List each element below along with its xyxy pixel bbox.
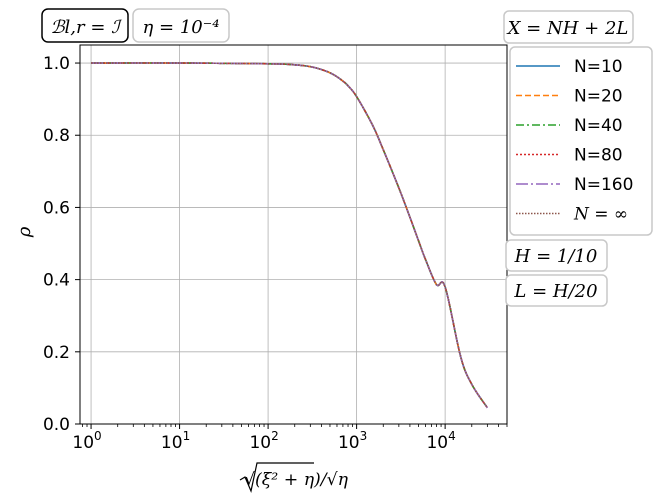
annotation-eta-text: η = 10⁻⁴ xyxy=(143,17,220,38)
series-line-4 xyxy=(91,62,489,409)
annotation-l: L = H/20 xyxy=(505,274,608,307)
series-line-6 xyxy=(91,62,489,409)
y-tick-label: 1.0 xyxy=(43,54,70,74)
series-line-1 xyxy=(91,62,489,409)
x-tick-label: 103 xyxy=(338,429,367,453)
grid-lines xyxy=(80,45,507,425)
series-line-3 xyxy=(91,62,489,409)
y-axis-label: ρ xyxy=(14,226,35,238)
series-lines xyxy=(91,62,489,409)
y-tick-label: 0.6 xyxy=(43,198,70,218)
y-tick-label: 0.4 xyxy=(43,271,70,291)
legend-label: N=160 xyxy=(574,175,633,195)
annotation-h-text: H = 1/10 xyxy=(514,246,598,267)
annotation-boundary-text: ℬl,r = ℐ xyxy=(50,17,123,38)
x-axis-label-text: √(ξ² + η)/√η xyxy=(244,470,349,490)
y-tick-label: 0.0 xyxy=(43,415,70,435)
x-tick-label: 100 xyxy=(72,429,101,453)
legend-label: N=10 xyxy=(574,57,623,77)
x-tick-label: 101 xyxy=(161,429,190,453)
x-axis-label: √(ξ² + η)/√η xyxy=(239,462,349,493)
y-tick-label: 0.8 xyxy=(43,126,70,146)
y-tick-label: 0.2 xyxy=(43,343,70,363)
legend-title: X = NH + 2L xyxy=(506,18,629,39)
annotation-l-text: L = H/20 xyxy=(513,281,597,302)
legend-label: N=80 xyxy=(574,146,623,166)
legend: X = NH + 2L N=10 N=20 N=40 N=80 N=160 N = ∞ xyxy=(503,10,653,236)
legend-label: N=40 xyxy=(574,116,623,136)
annotation-eta: η = 10⁻⁴ xyxy=(132,8,230,43)
x-tick-label: 104 xyxy=(426,429,455,453)
legend-label: N = ∞ xyxy=(573,205,628,225)
legend-entries: N=10 N=20 N=40 N=80 N=160 N = ∞ xyxy=(516,57,633,225)
axis-ticks: 100 101 102 103 104 0.0 0.2 0.4 0.6 0.8 1.0 xyxy=(43,54,508,453)
x-axis-label-radical xyxy=(239,462,314,493)
annotation-h: H = 1/10 xyxy=(505,239,608,272)
series-line-2 xyxy=(91,62,489,409)
annotation-boundary: ℬl,r = ℐ xyxy=(41,8,129,43)
series-line-5 xyxy=(91,62,489,409)
legend-label: N=20 xyxy=(574,87,623,107)
plot-frame xyxy=(79,44,508,425)
x-tick-label: 102 xyxy=(249,429,278,453)
